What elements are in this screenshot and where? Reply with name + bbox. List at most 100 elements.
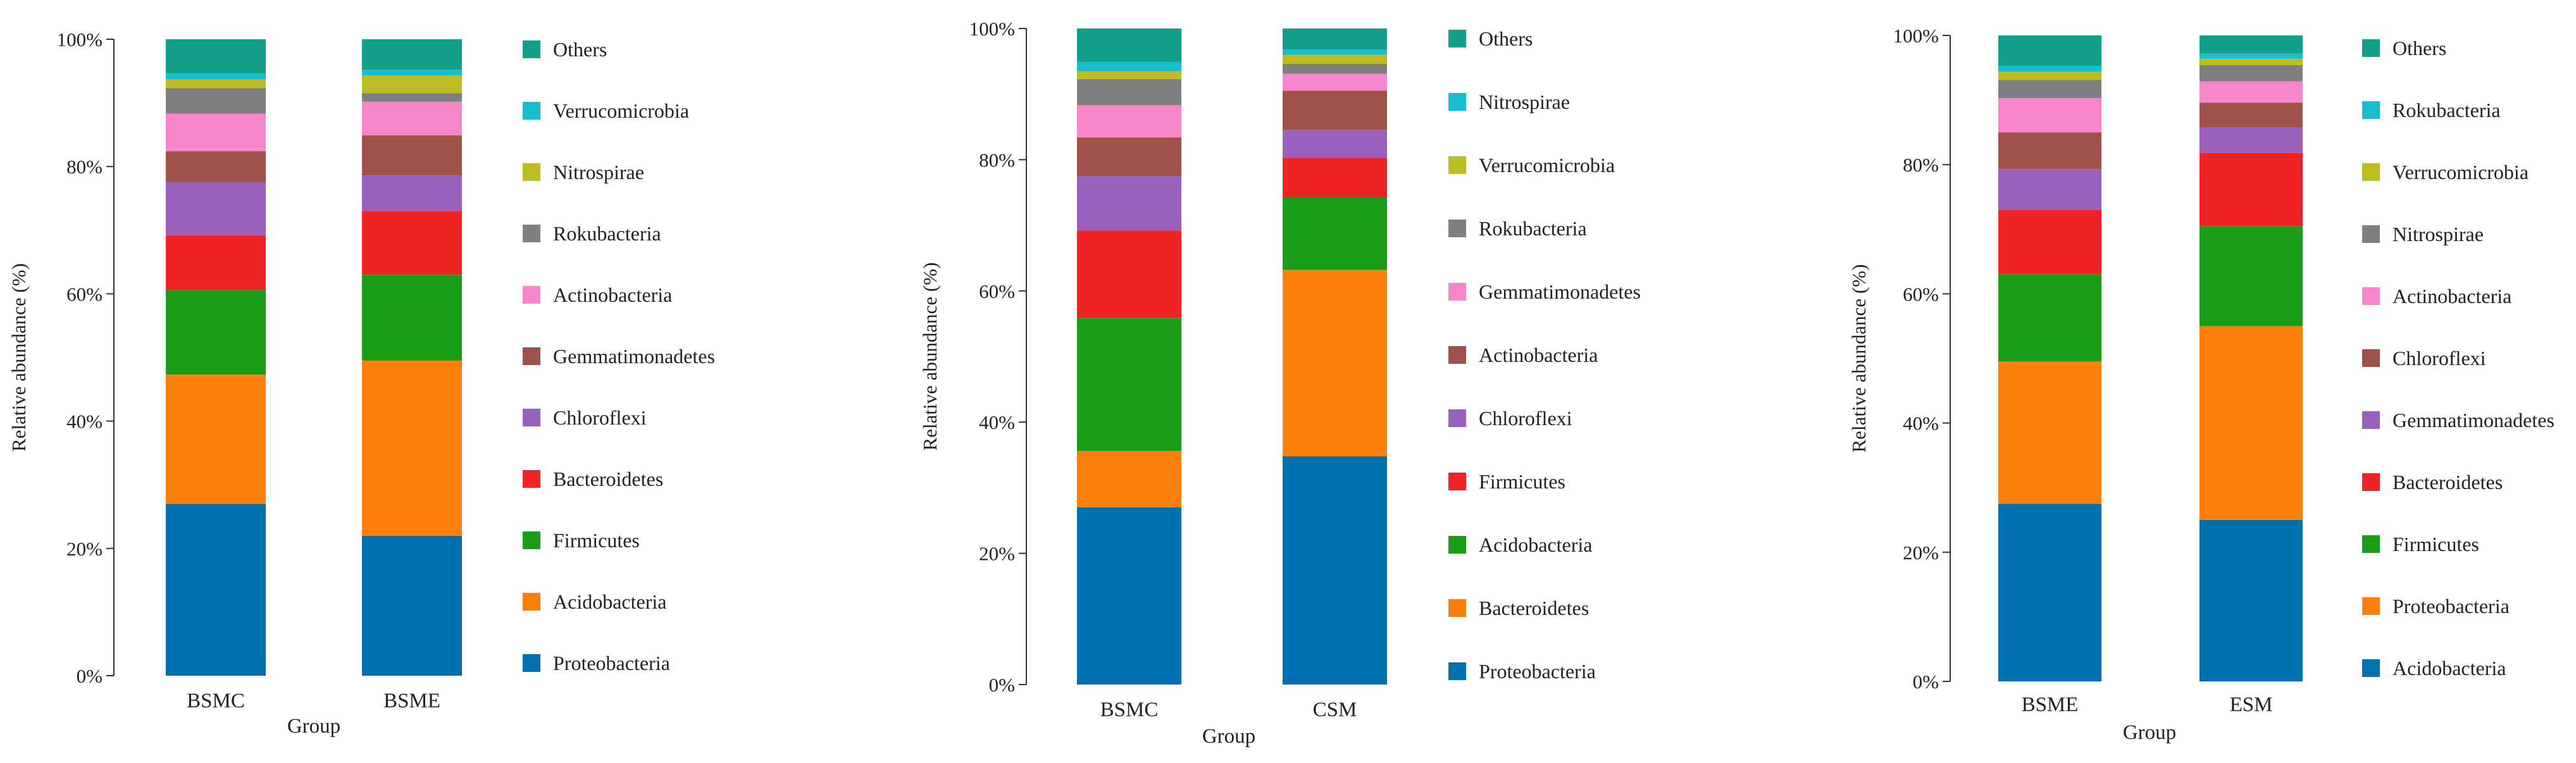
- bar-segment-verrucomicrobia: [1283, 54, 1387, 64]
- x-axis-title: Group: [2123, 721, 2176, 744]
- legend-swatch: [523, 347, 540, 365]
- bar-segment-rokubacteria: [1077, 78, 1181, 106]
- bar-segment-chloroflexi: [2200, 102, 2303, 127]
- legend-label: Rokubacteria: [1479, 217, 1587, 240]
- legend-swatch: [1448, 30, 1466, 47]
- bar-segment-gemmatimonadetes: [2200, 127, 2303, 153]
- bar-segment-others: [166, 39, 266, 74]
- bar-segment-actinobacteria: [1077, 137, 1181, 177]
- bar-segment-bacteroidetes: [166, 235, 266, 290]
- legend-swatch: [1448, 662, 1466, 680]
- y-tick-label: 0%: [989, 674, 1015, 696]
- bar-segment-rokubacteria: [1283, 63, 1387, 74]
- legend-swatch: [523, 654, 540, 672]
- y-tick-label: 40%: [1903, 413, 1939, 435]
- bar-segment-bacteroidetes: [1998, 209, 2101, 275]
- bar-segment-nitrospirae: [1077, 61, 1181, 71]
- legend-swatch: [523, 225, 540, 242]
- chart-2: 0% 20% 40% 60% 80% 100% Relative abundance (%)…: [919, 18, 1641, 748]
- bar-segment-proteobacteria: [1998, 361, 2101, 504]
- legend-swatch: [2362, 163, 2380, 181]
- legend-label: Chloroflexi: [2392, 347, 2486, 369]
- legend-label: Chloroflexi: [553, 406, 647, 429]
- legend-label: Gemmatimonadetes: [553, 345, 715, 368]
- bar-segment-nitrospirae: [362, 75, 462, 94]
- legend-label: Others: [1479, 27, 1533, 50]
- y-tick-label: 20%: [1903, 542, 1939, 564]
- bar-segment-acidobacteria: [1077, 318, 1181, 451]
- legend-label: Verrucomicrobia: [1479, 154, 1615, 177]
- bar-segment-proteobacteria: [166, 504, 266, 676]
- bar-segment-actinobacteria: [166, 113, 266, 152]
- legend-swatch: [523, 593, 540, 611]
- bar-segment-chloroflexi: [362, 175, 462, 211]
- x-category-label: BSMC: [1100, 698, 1159, 721]
- bar-segment-rokubacteria: [362, 93, 462, 102]
- bar-segment-verrucomicrobia: [1998, 71, 2101, 80]
- x-axis-title: Group: [287, 715, 340, 738]
- legend-swatch: [523, 470, 540, 488]
- bar-segment-gemmatimonadetes: [166, 151, 266, 183]
- legend-label: Others: [553, 38, 607, 61]
- bar-segment-rokubacteria: [2200, 53, 2303, 59]
- legend-label: Nitrospirae: [2392, 223, 2484, 245]
- legend-swatch: [2362, 287, 2380, 305]
- legend-swatch: [2362, 473, 2380, 491]
- bar-segment-proteobacteria: [2200, 326, 2303, 520]
- legend-swatch: [1448, 346, 1466, 364]
- bar-segment-actinobacteria: [362, 101, 462, 135]
- bar-segment-chloroflexi: [1998, 132, 2101, 170]
- bar-segment-verrucomicrobia: [2200, 58, 2303, 65]
- legend-label: Verrucomicrobia: [2392, 161, 2529, 183]
- y-tick-label: 80%: [1903, 154, 1939, 176]
- legend-swatch: [1448, 536, 1466, 554]
- bar-segment-chloroflexi: [1077, 176, 1181, 231]
- legend-label: Rokubacteria: [553, 222, 661, 245]
- y-axis-title: Relative abundance (%): [919, 263, 941, 451]
- legend-swatch: [2362, 535, 2380, 553]
- bar-segment-gemmatimonadetes: [362, 135, 462, 176]
- legend-label: Gemmatimonadetes: [2392, 409, 2554, 431]
- legend-swatch: [523, 531, 540, 549]
- legend-label: Nitrospirae: [1479, 90, 1570, 113]
- bar-segment-verrucomicrobia: [166, 73, 266, 80]
- bar-segment-others: [1077, 28, 1181, 62]
- legend-label: Actinobacteria: [553, 283, 672, 306]
- legend-label: Proteobacteria: [1479, 660, 1596, 683]
- legend-swatch: [2362, 39, 2380, 57]
- bar-segment-bacteroidetes: [1077, 450, 1181, 508]
- legend-swatch: [523, 102, 540, 120]
- y-tick-label: 60%: [66, 283, 103, 305]
- legend-label: Acidobacteria: [1479, 533, 1592, 556]
- legend-swatch: [2362, 225, 2380, 243]
- bar-segment-rokubacteria: [166, 88, 266, 114]
- legend-label: Verrucomicrobia: [553, 99, 689, 122]
- bar-segment-nitrospirae: [1998, 80, 2101, 99]
- y-tick-label: 20%: [66, 538, 103, 560]
- bar-segment-firmicutes: [2200, 226, 2303, 326]
- legend-swatch: [2362, 597, 2380, 615]
- bar-segment-others: [1283, 28, 1387, 50]
- legend-swatch: [523, 163, 540, 181]
- legend-swatch: [1448, 473, 1466, 490]
- legend-swatch: [1448, 156, 1466, 174]
- y-tick-label: 40%: [66, 411, 103, 433]
- legend-label: Acidobacteria: [553, 590, 666, 613]
- y-tick-label: 100%: [969, 18, 1015, 40]
- chart-3: 0% 20% 40% 60% 80% 100% Relative abundance (%)…: [1848, 25, 2554, 744]
- legend-swatch: [2362, 659, 2380, 677]
- x-category-label: ESM: [2230, 693, 2273, 716]
- legend-swatch: [1448, 220, 1466, 237]
- bar-segment-firmicutes: [1998, 274, 2101, 362]
- legend-label: Bacteroidetes: [553, 468, 663, 490]
- bar-segment-bacteroidetes: [2200, 152, 2303, 226]
- chart-1: 0% 20% 40% 60% 80% 100% Relative abundance (%)…: [8, 28, 715, 738]
- legend-swatch: [1448, 409, 1466, 427]
- bar-segment-gemmatimonadetes: [1998, 169, 2101, 210]
- bar-segment-actinobacteria: [2200, 81, 2303, 103]
- legend-swatch: [523, 40, 540, 58]
- bar-segment-firmicutes: [166, 290, 266, 375]
- legend-label: Acidobacteria: [2392, 657, 2506, 679]
- y-tick-label: 100%: [57, 28, 103, 51]
